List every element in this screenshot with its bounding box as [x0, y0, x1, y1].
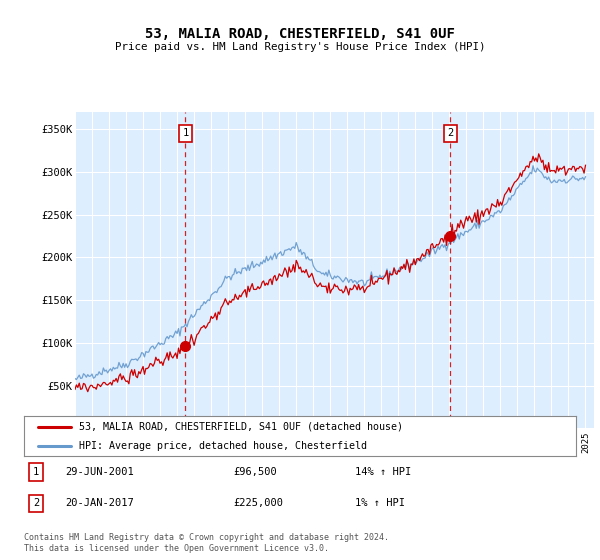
Text: 1: 1 — [33, 467, 39, 477]
Text: 1: 1 — [182, 128, 188, 138]
Text: 2: 2 — [447, 128, 454, 138]
Text: 29-JUN-2001: 29-JUN-2001 — [65, 467, 134, 477]
Text: 53, MALIA ROAD, CHESTERFIELD, S41 0UF: 53, MALIA ROAD, CHESTERFIELD, S41 0UF — [145, 27, 455, 41]
Text: £96,500: £96,500 — [234, 467, 278, 477]
Text: 2: 2 — [33, 498, 39, 508]
Text: Contains HM Land Registry data © Crown copyright and database right 2024.
This d: Contains HM Land Registry data © Crown c… — [24, 534, 389, 553]
Text: 1% ↑ HPI: 1% ↑ HPI — [355, 498, 405, 508]
Text: HPI: Average price, detached house, Chesterfield: HPI: Average price, detached house, Ches… — [79, 441, 367, 451]
Text: 53, MALIA ROAD, CHESTERFIELD, S41 0UF (detached house): 53, MALIA ROAD, CHESTERFIELD, S41 0UF (d… — [79, 422, 403, 432]
Text: 20-JAN-2017: 20-JAN-2017 — [65, 498, 134, 508]
Text: Price paid vs. HM Land Registry's House Price Index (HPI): Price paid vs. HM Land Registry's House … — [115, 42, 485, 52]
Text: £225,000: £225,000 — [234, 498, 284, 508]
Text: 14% ↑ HPI: 14% ↑ HPI — [355, 467, 412, 477]
